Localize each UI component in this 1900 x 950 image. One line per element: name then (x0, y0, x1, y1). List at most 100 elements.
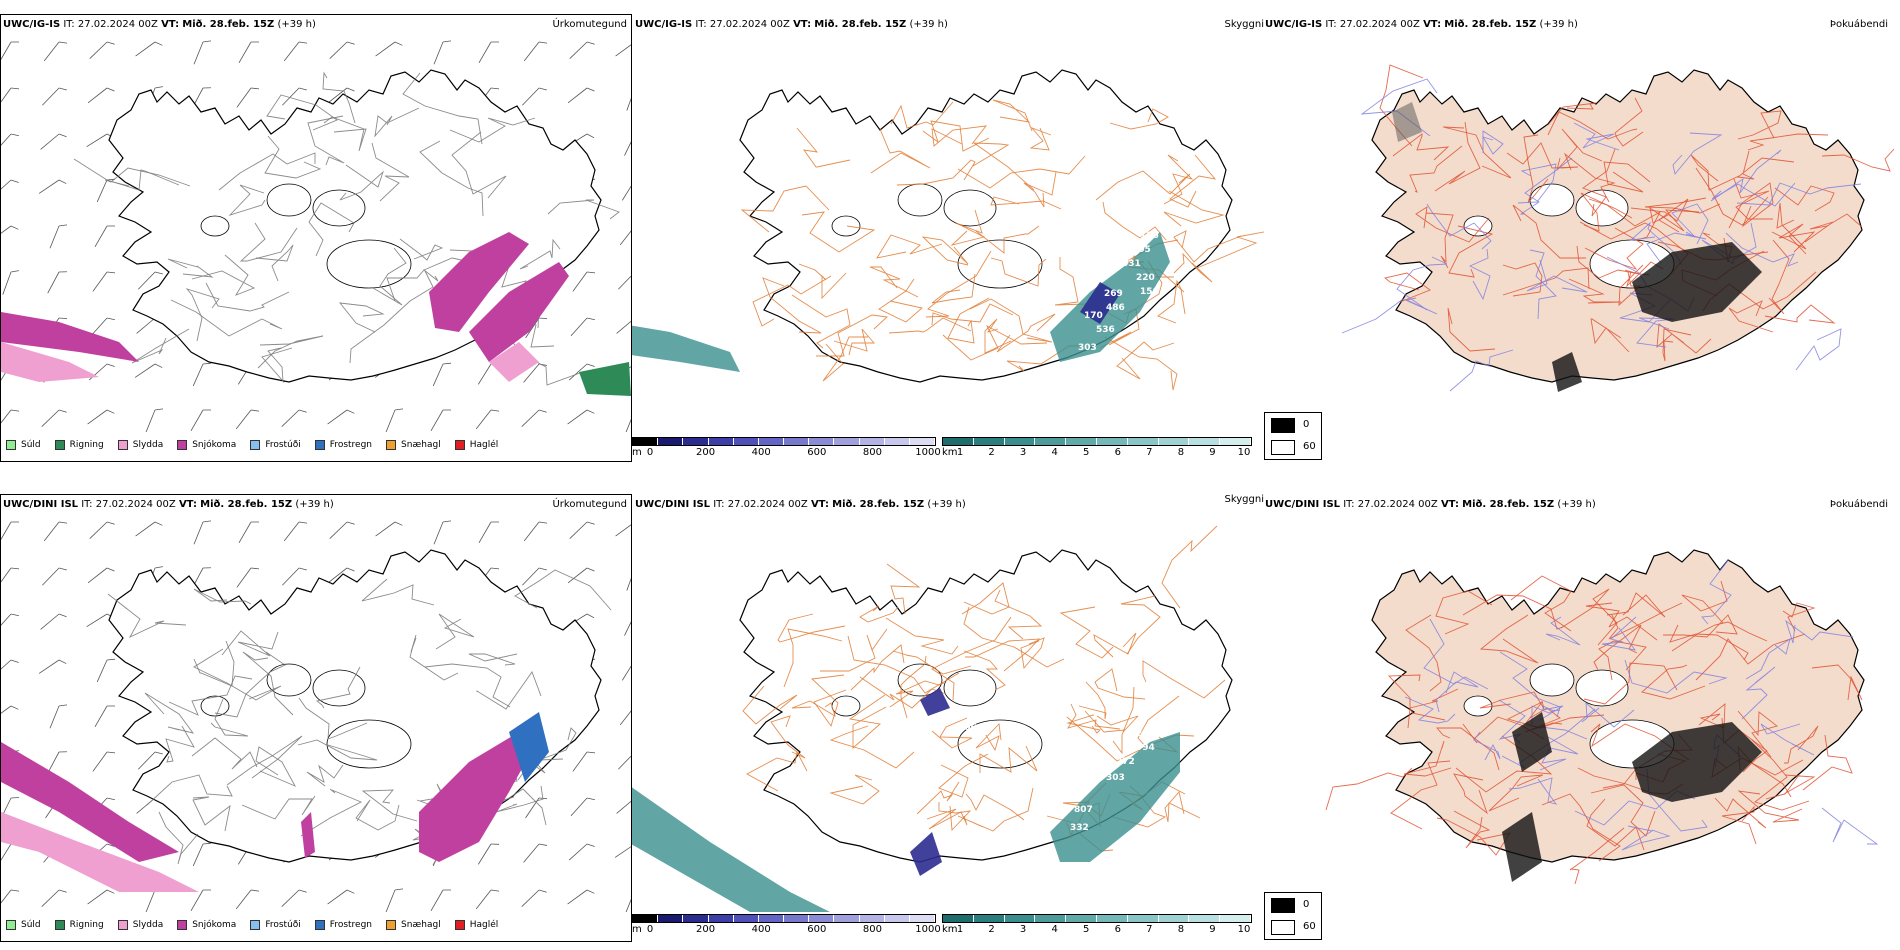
visibility-value-label: 220 (1062, 793, 1081, 803)
colorbar-tick: 6 (1114, 447, 1121, 458)
wind-barb (375, 521, 403, 537)
road-line (1059, 606, 1114, 659)
precip-type-panel-bottom: UWC/DINI ISL IT: 27.02.2024 00Z VT: Mið.… (0, 494, 632, 942)
wind-barb (430, 889, 452, 911)
colorbar-step (1035, 915, 1067, 922)
wind-barb (567, 567, 595, 584)
road-line (1409, 145, 1463, 193)
visibility-value-label: 106 (958, 723, 977, 733)
wind-barb (568, 363, 595, 381)
legend-item: Slydda (117, 920, 163, 930)
panel-title: Úrkomutegund (552, 499, 627, 510)
road-line (315, 666, 361, 709)
visibility-value-label: 92 (936, 865, 949, 875)
legend-item: Snjókoma (177, 440, 236, 450)
colorbar-step (1127, 438, 1159, 445)
wind-barb (96, 658, 116, 683)
colorbar-tick: 600 (807, 924, 827, 935)
colorbar-tick: 8 (1177, 447, 1185, 458)
wind-barb (89, 521, 115, 539)
road-line (519, 238, 561, 270)
road-line (1782, 602, 1816, 632)
road-line (1169, 154, 1217, 208)
road-line (963, 606, 1065, 668)
wind-barb (135, 41, 163, 57)
wind-barb (86, 133, 115, 148)
fog-map-top (1341, 64, 1895, 392)
colorbar-step (733, 438, 759, 445)
legend-label: Snjókoma (192, 440, 237, 450)
road-line (783, 628, 843, 688)
colorbar-tick: 9 (1209, 447, 1216, 458)
road-line (1619, 292, 1671, 323)
legend-item: Frostregn (314, 440, 372, 450)
colorbar-tick: 600 (807, 447, 827, 458)
road-line (1173, 252, 1213, 283)
road-line (1784, 725, 1819, 764)
road-line (791, 700, 836, 717)
road-line (1449, 349, 1514, 392)
wind-barb (624, 133, 631, 156)
road-line (449, 117, 536, 143)
snow-area (429, 232, 529, 332)
road-line (975, 723, 1002, 752)
glacier-outline (1529, 663, 1575, 697)
fog-index-shading (1512, 712, 1552, 772)
road-line (191, 737, 258, 770)
legend-swatch (177, 440, 188, 450)
legend-swatch (117, 920, 128, 930)
wind-barb (433, 40, 452, 65)
road-line (1434, 121, 1481, 192)
road-line (308, 202, 355, 257)
road-line (1479, 691, 1545, 710)
road-line (892, 650, 972, 675)
colorbar-step (1220, 915, 1251, 922)
legend-item: Haglél (454, 920, 498, 930)
glacier-outline (1463, 695, 1493, 717)
road-line (167, 258, 214, 278)
panel-title: Þokuábendi (1829, 499, 1888, 510)
road-line (972, 142, 1035, 191)
wind-barb (522, 567, 547, 586)
road-line (979, 745, 1038, 773)
colorbar-swatches (942, 437, 1252, 446)
road-line (419, 140, 484, 217)
visibility-shading (1080, 282, 1120, 324)
road-line (925, 250, 992, 318)
visibility-value-label: 105 (1132, 245, 1151, 255)
glacier-outline (1575, 669, 1629, 707)
legend-swatch (454, 920, 465, 930)
sleet-area (1, 342, 99, 382)
road-line (1672, 132, 1723, 175)
road-line (1341, 297, 1438, 334)
wind-barb (2, 270, 20, 295)
visibility-shading (632, 325, 740, 372)
colorbar-step (1066, 915, 1097, 922)
road-line (226, 735, 303, 786)
road-line (931, 303, 1014, 326)
road-line (1164, 791, 1201, 823)
road-line (1564, 152, 1616, 203)
wind-barb (193, 520, 212, 545)
wind-barb (619, 225, 631, 246)
colorbar-tick: 10 (1237, 447, 1251, 458)
road-line (1392, 133, 1450, 161)
road-line (1711, 182, 1796, 207)
legend-label: Frostúði (265, 920, 301, 930)
glacier-outline (326, 239, 412, 289)
wind-barb (625, 409, 631, 432)
visibility-m-colorbar: m 0 200 400 600 800 1000 (632, 914, 941, 936)
wind-barb (1, 659, 19, 677)
visibility-shading (632, 787, 830, 912)
wind-barb (138, 751, 163, 770)
road-line (1510, 575, 1572, 632)
wind-barb (47, 271, 68, 294)
legend-label: Frostregn (329, 920, 373, 930)
road-line (1586, 798, 1645, 851)
glacier-outline (200, 215, 230, 237)
visibility-value-label: 332 (1070, 823, 1089, 833)
visibility-value-label: 807 (1074, 805, 1093, 815)
wind-barb (615, 41, 631, 57)
colorbar-step (1004, 438, 1036, 445)
